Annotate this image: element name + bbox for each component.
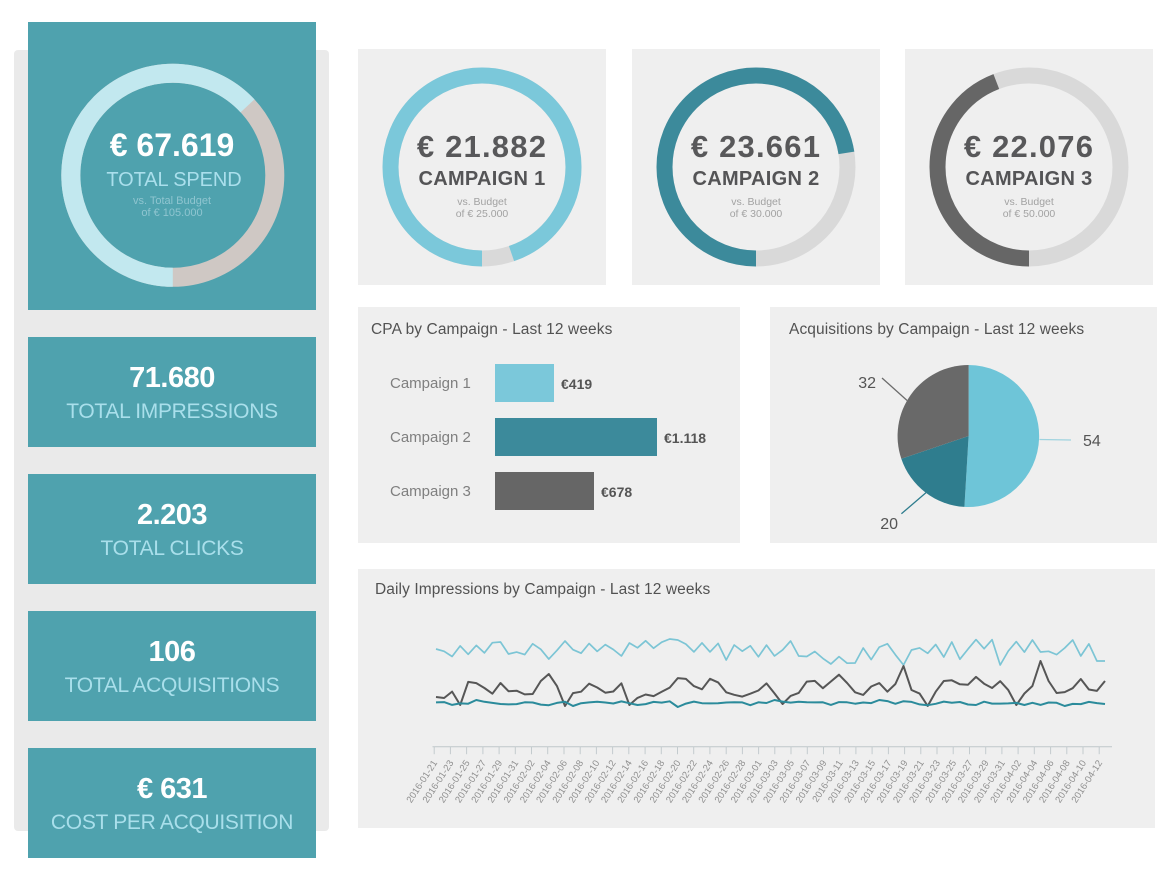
svg-text:54: 54 xyxy=(1083,433,1101,450)
svg-text:32: 32 xyxy=(858,375,876,392)
svg-text:20: 20 xyxy=(880,516,898,533)
